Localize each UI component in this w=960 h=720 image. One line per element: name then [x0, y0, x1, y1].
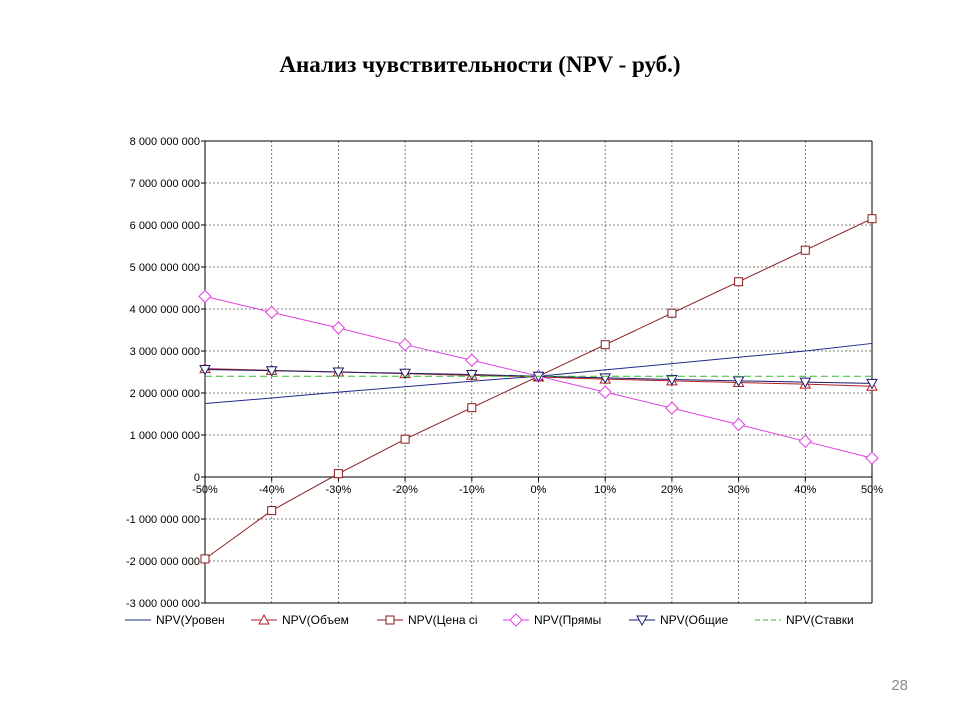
- x-tick-label: -20%: [392, 484, 418, 496]
- legend-label: NPV(Ставки: [786, 613, 854, 627]
- legend-label: NPV(Цена сі: [408, 613, 478, 627]
- x-tick-label: 50%: [861, 484, 883, 496]
- data-point: [199, 364, 211, 376]
- data-point: [200, 554, 210, 564]
- data-point: [465, 353, 479, 367]
- data-point: [398, 337, 412, 352]
- chart-legend: NPV(Уровен NPV(Объем NPV(Цена сі NPV(Прямы N…: [125, 613, 854, 627]
- legend-item-1: NPV(Уровен: [125, 613, 225, 627]
- data-point: [399, 368, 411, 380]
- legend-marker: [636, 615, 648, 627]
- legend-label: NPV(Объем: [282, 613, 349, 627]
- data-point: [333, 469, 343, 479]
- legend-item-6: NPV(Ставки: [755, 613, 854, 627]
- legend-marker: [385, 615, 395, 625]
- y-tick-label: 8 000 000 000: [130, 136, 200, 148]
- y-tick-label: 4 000 000 000: [130, 304, 200, 316]
- x-tick-label: 20%: [661, 484, 683, 496]
- chart-series: [198, 214, 879, 564]
- data-point: [665, 401, 679, 415]
- y-tick-label: -2 000 000 000: [126, 556, 200, 568]
- data-point: [331, 321, 346, 335]
- x-tick-label: -10%: [459, 484, 485, 496]
- data-point: [400, 434, 410, 444]
- data-point: [866, 378, 878, 390]
- y-tick-label: -1 000 000 000: [126, 514, 200, 526]
- data-point: [800, 245, 810, 255]
- legend-item-5: NPV(Общие: [629, 613, 728, 627]
- data-point: [598, 385, 612, 399]
- data-point: [198, 289, 212, 304]
- y-tick-label: 7 000 000 000: [130, 178, 200, 190]
- legend-label: NPV(Общие: [660, 613, 728, 627]
- y-tick-label: 5 000 000 000: [130, 262, 200, 274]
- data-point: [798, 434, 813, 449]
- data-point: [467, 403, 477, 413]
- data-point: [867, 214, 877, 224]
- data-point: [865, 451, 879, 465]
- y-tick-label: -3 000 000 000: [126, 598, 200, 610]
- x-tick-label: -30%: [326, 484, 352, 496]
- x-tick-label: 40%: [794, 484, 816, 496]
- legend-item-4: NPV(Прямы: [503, 613, 601, 627]
- legend-item-3: NPV(Цена сі: [377, 613, 478, 627]
- chart-axes: -3 000 000 000 -2 000 000 000 -1 000 000 0…: [126, 136, 883, 610]
- data-point: [332, 367, 345, 379]
- y-tick-label: 0: [194, 472, 200, 484]
- y-tick-label: 3 000 000 000: [130, 346, 200, 358]
- data-point: [267, 506, 277, 516]
- data-point: [732, 376, 745, 387]
- x-tick-label: -50%: [192, 484, 218, 496]
- legend-item-2: NPV(Объем: [251, 613, 349, 627]
- y-tick-label: 1 000 000 000: [130, 430, 200, 442]
- x-tick-label: 0%: [531, 484, 547, 496]
- data-point: [666, 375, 678, 386]
- data-point: [734, 277, 744, 287]
- y-tick-label: 6 000 000 000: [130, 220, 200, 232]
- data-point: [731, 417, 746, 432]
- x-tick-label: -40%: [259, 484, 285, 496]
- slide-title: Анализ чувствительности (NPV - руб.): [279, 52, 681, 77]
- data-point: [799, 377, 812, 389]
- legend-marker: [258, 613, 270, 625]
- legend-label: NPV(Прямы: [534, 613, 601, 627]
- x-tick-label: 10%: [594, 484, 616, 496]
- y-tick-label: 2 000 000 000: [130, 388, 200, 400]
- data-point: [667, 308, 677, 318]
- data-point: [265, 366, 278, 377]
- data-point: [465, 370, 478, 381]
- data-point: [600, 340, 610, 350]
- legend-marker: [509, 613, 523, 627]
- page-number: 28: [891, 677, 908, 694]
- series-5: [199, 364, 878, 390]
- data-point: [264, 305, 279, 320]
- legend-label: NPV(Уровен: [156, 613, 225, 627]
- x-tick-label: 30%: [728, 484, 750, 496]
